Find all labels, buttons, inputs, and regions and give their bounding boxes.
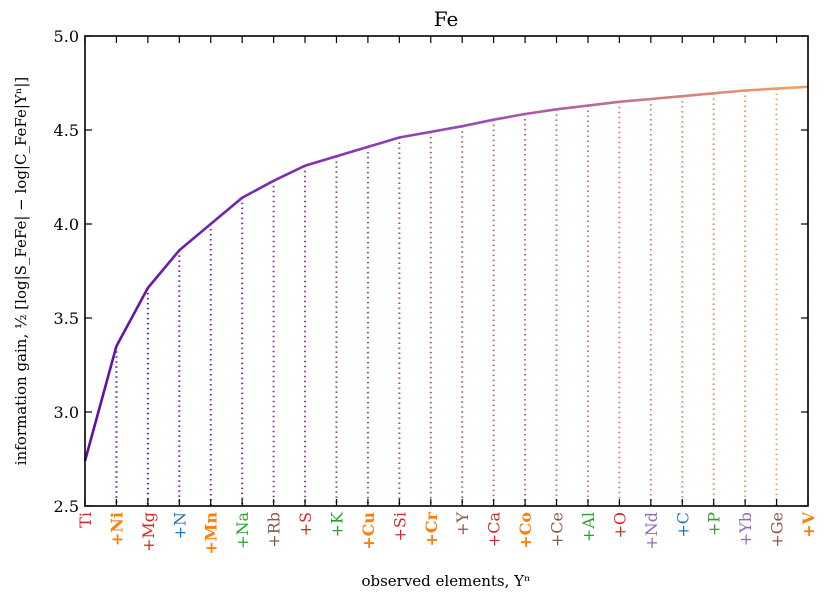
x-category-label: +Co — [516, 512, 535, 549]
x-category-label: +K — [327, 511, 346, 537]
x-category-label: +Ni — [107, 512, 126, 546]
x-category-label: +Nd — [642, 512, 661, 550]
y-tick-label: 3.0 — [54, 403, 79, 422]
y-tick-label: 3.5 — [54, 309, 79, 328]
x-category-label: +Ca — [485, 512, 504, 548]
x-axis-label: observed elements, Yⁿ — [361, 572, 530, 590]
y-axis-label: information gain, ½ [log|S_FeFe| − log|C… — [12, 77, 30, 465]
y-tick-label: 4.5 — [54, 121, 79, 140]
x-category-label: +Na — [233, 512, 252, 549]
series-line — [83, 85, 809, 462]
x-category-label: +Si — [390, 512, 409, 541]
x-category-label: +Cr — [422, 511, 441, 546]
x-axis — [84, 36, 809, 506]
x-category-label: +Ce — [548, 512, 567, 547]
x-category-label: +Yb — [736, 512, 755, 546]
dotted-guides — [115, 86, 809, 506]
x-category-label: +Ge — [768, 512, 787, 548]
y-tick-label: 5.0 — [54, 27, 79, 46]
x-category-label: +N — [170, 512, 189, 539]
x-category-label: +Rb — [265, 512, 284, 548]
x-category-label: Ti — [76, 512, 95, 528]
y-axis: 2.5 3.0 3.5 4.0 4.5 5.0 — [54, 27, 808, 516]
x-category-label: +Mn — [202, 512, 221, 555]
x-category-labels: Ti +Ni +Mg +N +Mn +Na +Rb +S +K +Cu +Si +Cr +Y +Ca +Co… — [76, 511, 818, 555]
y-tick-label: 2.5 — [54, 497, 79, 516]
x-category-label: +Al — [579, 512, 598, 542]
x-category-label: +C — [673, 512, 692, 538]
x-category-label: +Y — [453, 512, 472, 536]
y-tick-label: 4.0 — [54, 215, 79, 234]
x-category-label: +Mg — [139, 512, 158, 552]
x-category-label: +P — [705, 512, 724, 536]
x-category-label: +Cu — [359, 512, 378, 550]
x-category-label: +S — [296, 512, 315, 536]
chart-title: Fe — [434, 7, 459, 31]
x-category-label: +O — [610, 512, 629, 539]
plot-frame — [84, 35, 809, 507]
x-category-label: +V — [799, 511, 818, 537]
